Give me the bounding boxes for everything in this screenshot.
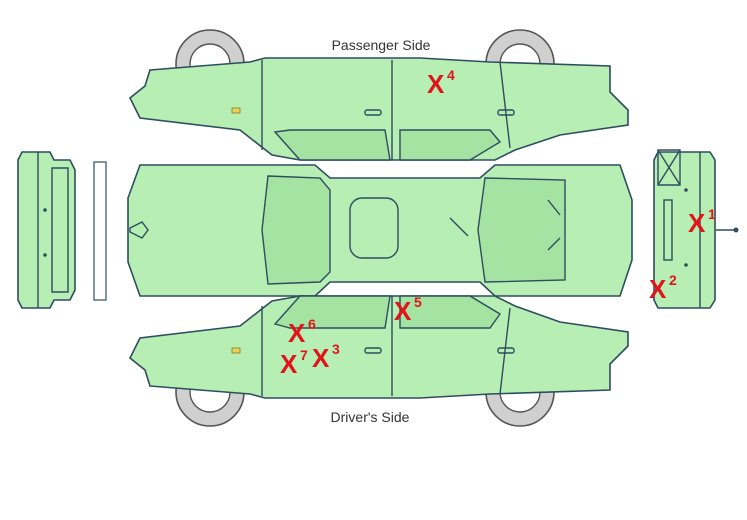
svg-text:7: 7 — [300, 347, 308, 363]
svg-text:X: X — [312, 343, 330, 373]
damage-mark-1: X 1 — [688, 206, 716, 238]
svg-text:X: X — [394, 296, 412, 326]
passenger-side-label: Passenger Side — [332, 37, 431, 53]
svg-text:3: 3 — [332, 341, 340, 357]
top-view — [127, 164, 633, 297]
svg-text:X: X — [427, 69, 445, 99]
svg-text:X: X — [280, 349, 298, 379]
svg-text:5: 5 — [414, 294, 422, 310]
svg-text:4: 4 — [447, 67, 455, 83]
svg-text:X: X — [649, 274, 667, 304]
svg-text:X: X — [688, 208, 706, 238]
svg-text:X: X — [288, 318, 306, 348]
damage-mark-5: X 5 — [394, 294, 422, 326]
rear-view — [653, 149, 739, 309]
damage-mark-6: X 6 — [288, 316, 316, 348]
drivers-side-view — [128, 295, 629, 427]
damage-mark-3: X 3 — [312, 341, 340, 373]
svg-text:6: 6 — [308, 316, 316, 332]
passenger-side-view — [128, 29, 629, 161]
damage-mark-7: X 7 — [280, 347, 308, 379]
svg-text:2: 2 — [669, 272, 677, 288]
damage-mark-2: X 2 — [649, 272, 677, 304]
drivers-side-label: Driver's Side — [331, 409, 410, 425]
svg-text:1: 1 — [708, 206, 716, 222]
front-view — [17, 151, 107, 309]
damage-mark-4: X 4 — [427, 67, 455, 99]
